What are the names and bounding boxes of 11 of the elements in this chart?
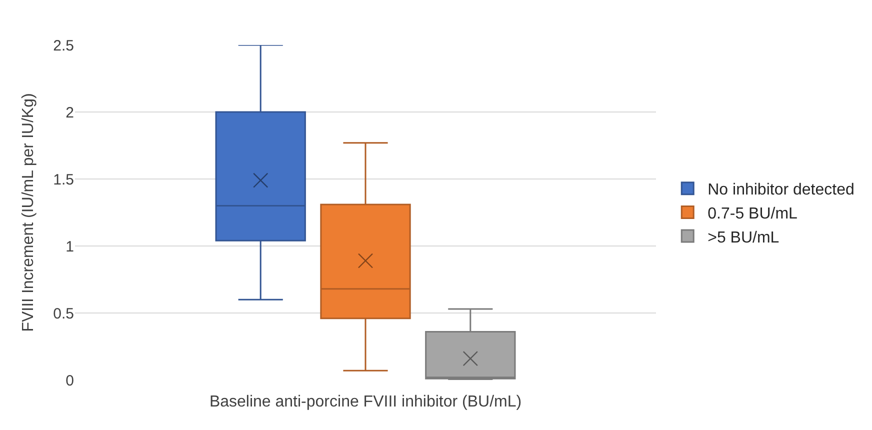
legend-label: No inhibitor detected — [708, 182, 854, 199]
y-tick-label: 2.5 — [53, 37, 74, 54]
y-tick-label: 1.5 — [53, 171, 74, 188]
legend-label: 0.7-5 BU/mL — [708, 205, 798, 222]
y-tick-label: 0.5 — [53, 305, 74, 322]
y-tick-label: 1 — [66, 238, 74, 256]
legend-label: >5 BU/mL — [708, 229, 780, 246]
y-axis-title: FVIII Increment (IU/mL per IU/Kg) — [20, 93, 38, 332]
y-tick-label: 2 — [66, 104, 74, 122]
x-axis-title: Baseline anti-porcine FVIII inhibitor (BU/mL) — [209, 394, 522, 411]
y-tick-label: 0 — [66, 372, 74, 390]
